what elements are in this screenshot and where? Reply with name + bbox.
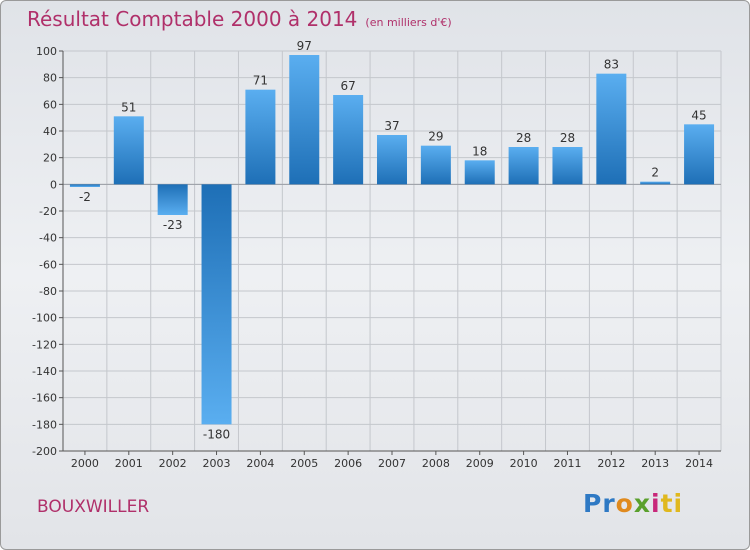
bar: [640, 181, 671, 185]
chart-subtitle: (en milliers d'€): [365, 16, 452, 29]
data-label: 45: [691, 108, 706, 122]
y-tick-label: 20: [43, 152, 57, 165]
bar: [289, 55, 320, 185]
x-tick-label: 2011: [553, 457, 581, 470]
x-tick-label: 2007: [378, 457, 406, 470]
bar: [201, 184, 232, 425]
proxiti-logo: Proxiti: [583, 489, 683, 518]
y-tick-label: -160: [32, 392, 57, 405]
data-label: 2: [651, 166, 659, 180]
x-tick-label: 2008: [422, 457, 450, 470]
x-tick-label: 2002: [159, 457, 187, 470]
title-row: Résultat Comptable 2000 à 2014 (en millie…: [27, 7, 452, 31]
x-tick-label: 2010: [510, 457, 538, 470]
commune-name: BOUXWILLER: [37, 497, 150, 517]
data-label: 51: [121, 100, 136, 114]
y-tick-label: -200: [32, 445, 57, 458]
y-tick-label: -80: [39, 285, 57, 298]
x-tick-label: 2012: [597, 457, 625, 470]
y-tick-label: 0: [50, 178, 57, 191]
data-label: 28: [516, 131, 531, 145]
data-label: 71: [253, 74, 268, 88]
bar: [508, 147, 539, 185]
data-label: -23: [163, 218, 183, 232]
logo-part: Pr: [583, 489, 616, 518]
y-tick-label: -120: [32, 338, 57, 351]
bar: [333, 95, 364, 185]
logo-part: o: [615, 489, 634, 518]
y-tick-label: 100: [36, 45, 57, 58]
data-label: -180: [203, 427, 230, 441]
bar: [69, 184, 100, 187]
chart-title: Résultat Comptable 2000 à 2014: [27, 7, 358, 31]
y-tick-label: -180: [32, 418, 57, 431]
data-label: -2: [79, 190, 91, 204]
x-tick-label: 2014: [685, 457, 713, 470]
logo-part: ti: [660, 489, 684, 518]
bar: [377, 135, 407, 185]
y-tick-label: 60: [43, 98, 57, 111]
x-tick-label: 2013: [641, 457, 669, 470]
x-tick-label: 2009: [466, 457, 494, 470]
data-label: 29: [428, 130, 443, 144]
x-tick-label: 2004: [246, 457, 274, 470]
bar: [157, 184, 188, 215]
bar: [596, 73, 627, 185]
y-tick-label: 40: [43, 125, 57, 138]
x-tick-label: 2006: [334, 457, 362, 470]
data-label: 28: [560, 131, 575, 145]
y-tick-label: -100: [32, 312, 57, 325]
bar: [684, 124, 715, 185]
bar: [552, 147, 583, 185]
y-tick-label: -140: [32, 365, 57, 378]
data-label: 37: [384, 119, 399, 133]
data-label: 83: [604, 58, 619, 72]
data-label: 97: [297, 39, 312, 53]
bar: [113, 116, 144, 185]
y-tick-label: -60: [39, 258, 57, 271]
x-tick-label: 2000: [71, 457, 99, 470]
data-label: 67: [340, 79, 355, 93]
bar: [420, 145, 451, 185]
logo-part: x: [633, 489, 651, 518]
x-tick-label: 2005: [290, 457, 318, 470]
data-label: 18: [472, 144, 487, 158]
x-tick-label: 2001: [115, 457, 143, 470]
y-tick-label: 80: [43, 72, 57, 85]
y-tick-label: -40: [39, 232, 57, 245]
logo-part: i: [650, 489, 661, 518]
bar: [464, 160, 495, 185]
y-tick-label: -20: [39, 205, 57, 218]
bar: [245, 89, 276, 185]
x-tick-label: 2003: [203, 457, 231, 470]
